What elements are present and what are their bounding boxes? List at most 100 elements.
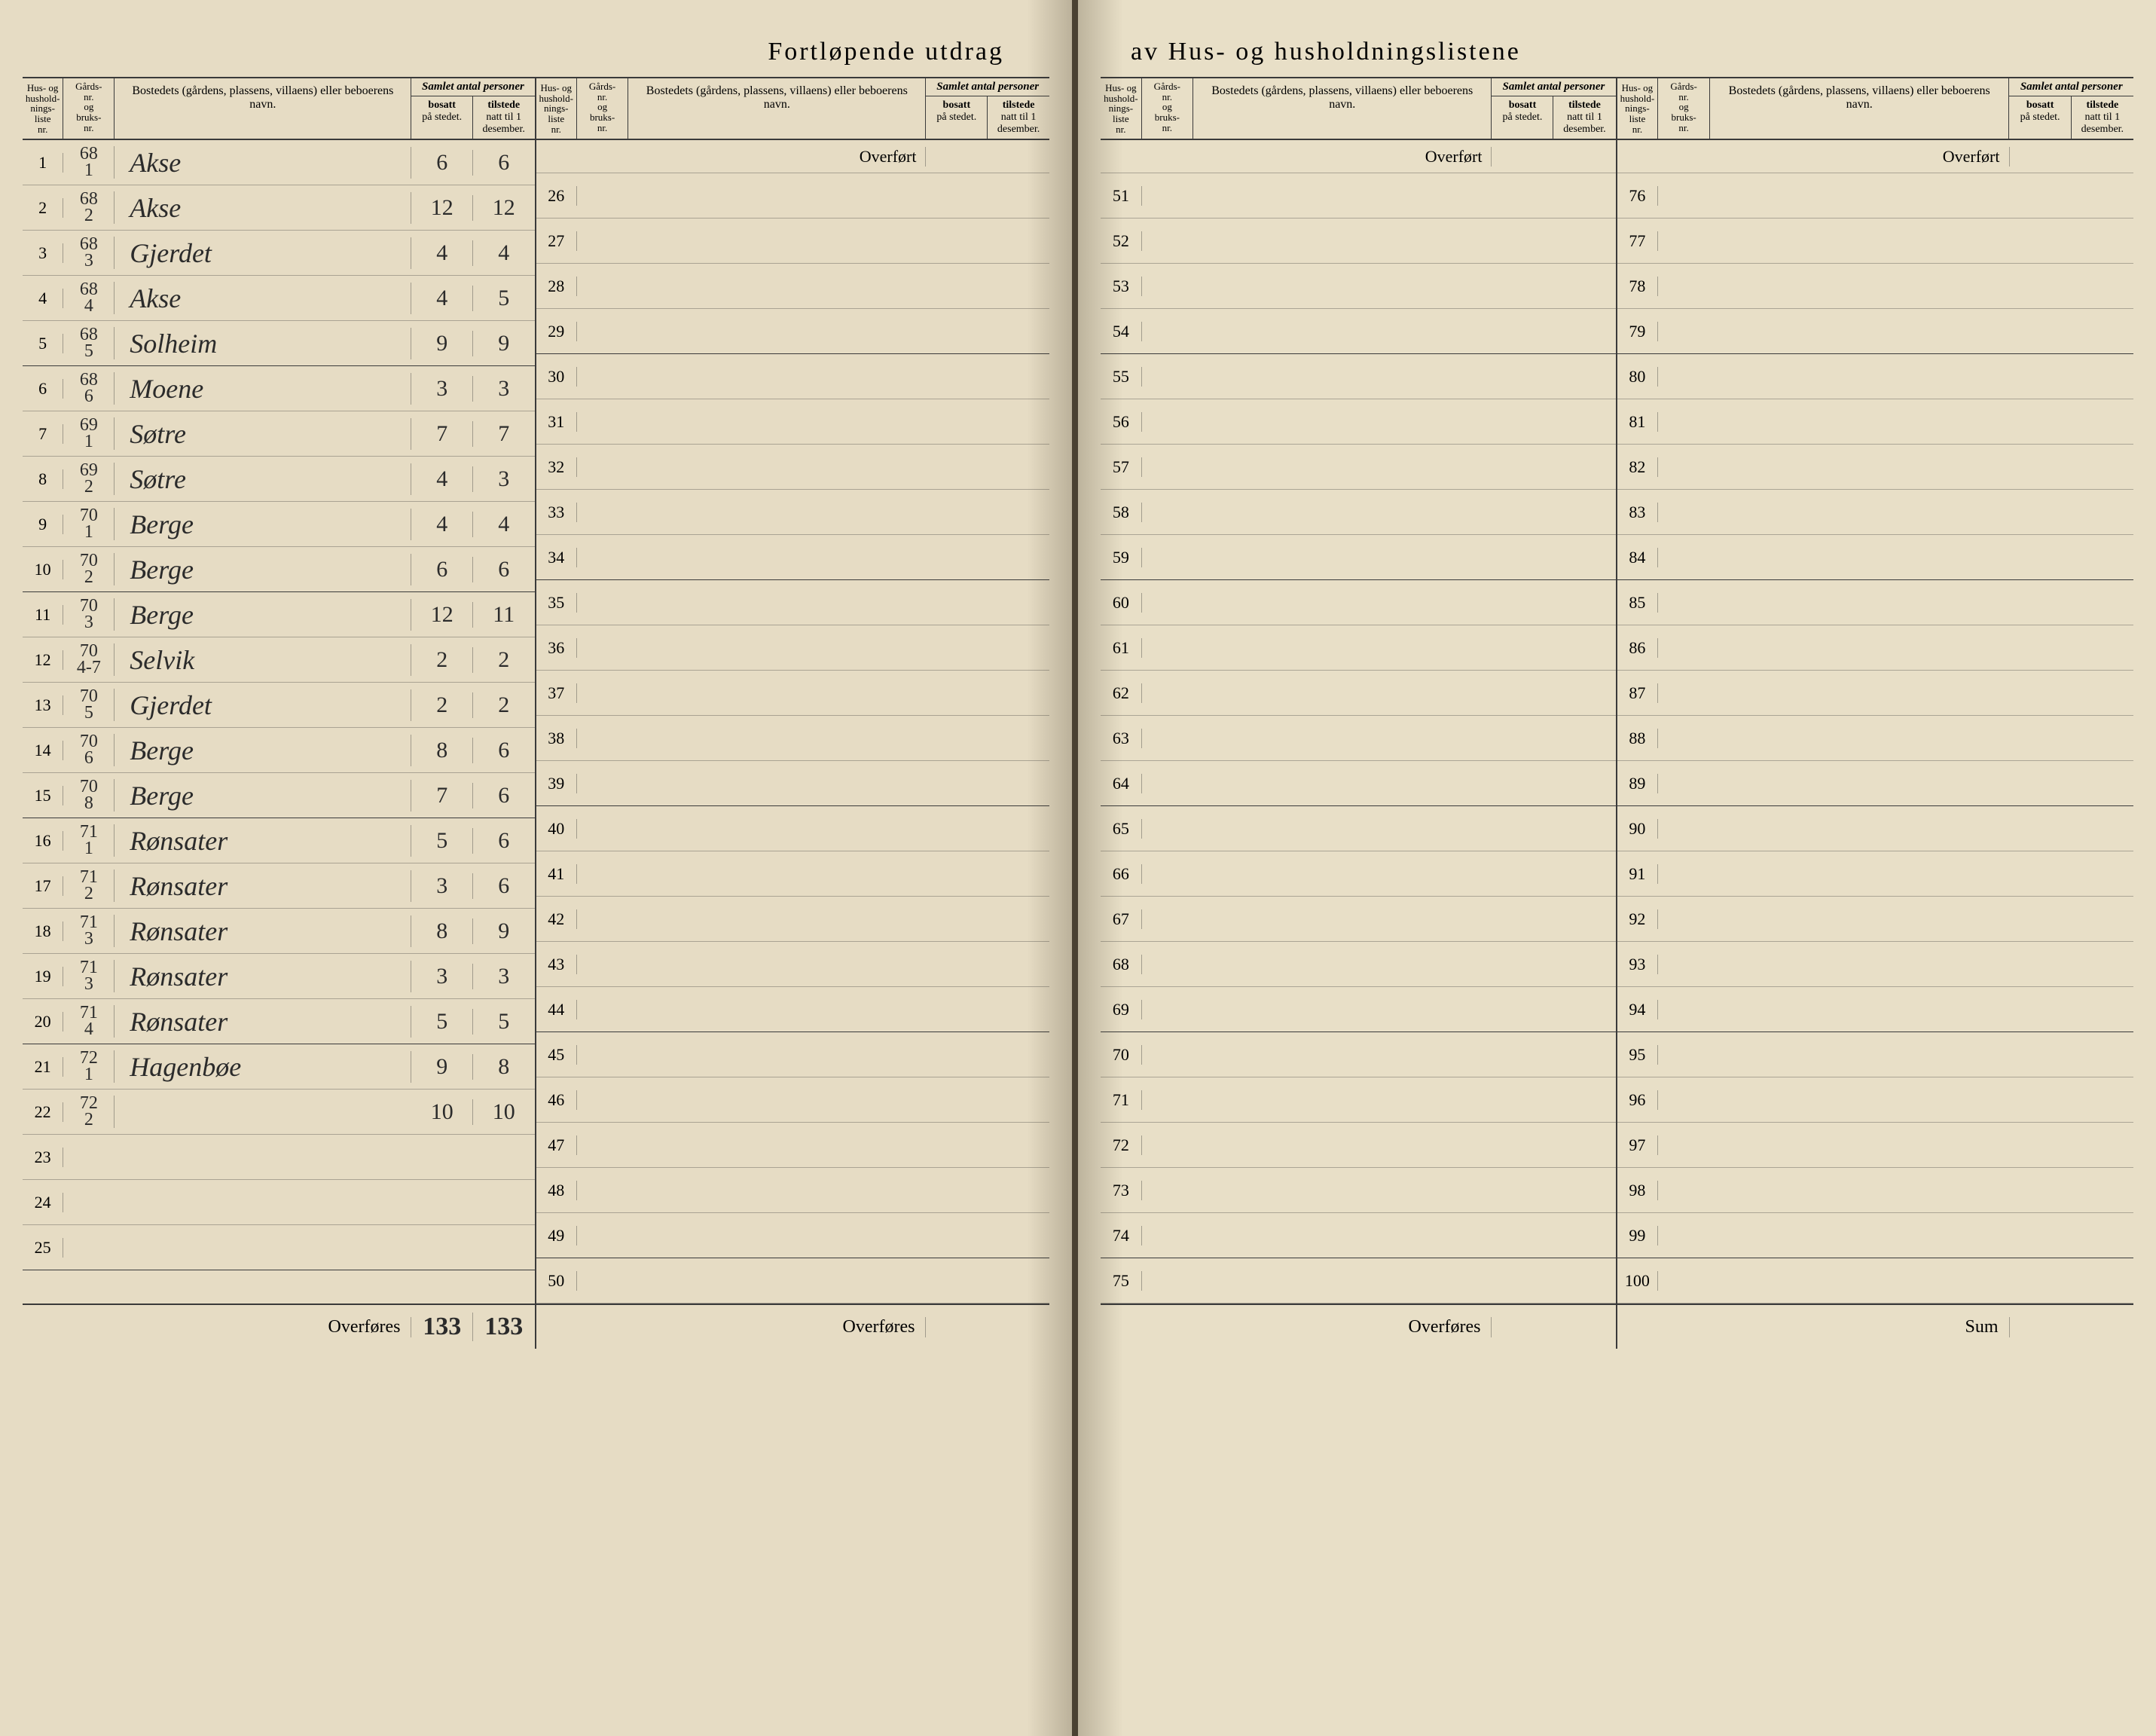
table-row: 75: [1101, 1258, 1616, 1304]
table-row: 41: [536, 851, 1050, 897]
col-header-listenr: Hus- oghushold-nings-listenr.: [1617, 78, 1659, 139]
table-row: 13 705 Gjerdet 2 2: [23, 683, 535, 728]
overfort-label: Overført: [1193, 147, 1492, 167]
page-left: Fortløpende utdrag Hus- oghushold-nings-…: [0, 0, 1078, 1736]
col-header-gardsnr: Gårds-nr.ogbruks-nr.: [1142, 78, 1193, 139]
col-header-samlet-top: Samlet antal personer: [1492, 78, 1615, 96]
cell-tilstede: 9: [473, 918, 535, 944]
table-row: 8 692 Søtre 4 3: [23, 457, 535, 502]
overfort-label: Overført: [1710, 147, 2010, 167]
col-header-bosted: Bostedets (gårdens, plassens, villaens) …: [628, 78, 926, 139]
cell-listenr: 16: [23, 831, 63, 851]
rows-block: 1 681 Akse 6 6 2 682 Akse 12 12 3 683 Gj…: [23, 140, 535, 1304]
table-row: 89: [1617, 761, 2134, 806]
cell-bosted: Rønsater: [115, 915, 411, 947]
cell-tilstede: 3: [473, 964, 535, 989]
cell-listenr: 9: [23, 515, 63, 534]
column-block-4: Hus- oghushold-nings-listenr. Gårds-nr.o…: [1617, 78, 2134, 1349]
cell-gardsnr: 705: [63, 689, 115, 721]
cell-listenr: 37: [536, 683, 578, 703]
table-row: 25: [23, 1225, 535, 1270]
cell-bosatt: 4: [411, 286, 473, 311]
table-row: 33: [536, 490, 1050, 535]
table-row: 55: [1101, 354, 1616, 399]
cell-listenr: 39: [536, 774, 578, 793]
cell-listenr: 50: [536, 1271, 578, 1291]
table-row: 57: [1101, 445, 1616, 490]
table-row: 53: [1101, 264, 1616, 309]
table-row: 68: [1101, 942, 1616, 987]
cell-gardsnr: 713: [63, 915, 115, 947]
cell-tilstede: 3: [473, 466, 535, 492]
overfore-label: Overføres: [628, 1317, 926, 1337]
table-row: 88: [1617, 716, 2134, 761]
cell-bosted: Berge: [115, 599, 411, 631]
cell-listenr: 18: [23, 921, 63, 941]
cell-bosatt: 3: [411, 964, 473, 989]
table-row: 28: [536, 264, 1050, 309]
table-row: 97: [1617, 1123, 2134, 1168]
cell-gardsnr: 686: [63, 372, 115, 405]
table-row: 62: [1101, 671, 1616, 716]
cell-listenr: 5: [23, 334, 63, 353]
table-row: 47: [536, 1123, 1050, 1168]
overfort-row: Overført: [536, 140, 1050, 173]
table-row: 9 701 Berge 4 4: [23, 502, 535, 547]
table-row: 90: [1617, 806, 2134, 851]
table-row: 10 702 Berge 6 6: [23, 547, 535, 592]
cell-bosatt: 8: [411, 738, 473, 763]
table-row: 54: [1101, 309, 1616, 354]
cell-gardsnr: 713: [63, 960, 115, 992]
cell-listenr: 98: [1617, 1181, 1659, 1200]
table-row: 20 714 Rønsater 5 5: [23, 999, 535, 1044]
table-row: 95: [1617, 1032, 2134, 1077]
cell-tilstede: 6: [473, 873, 535, 899]
cell-listenr: 83: [1617, 503, 1659, 522]
overfore-row: Overføres: [536, 1304, 1050, 1349]
cell-gardsnr: 703: [63, 598, 115, 631]
cell-bosatt: 4: [411, 512, 473, 537]
col-header-bosatt: bosattpå stedet.: [2009, 96, 2071, 139]
cell-listenr: 97: [1617, 1135, 1659, 1155]
cell-tilstede: 6: [473, 783, 535, 808]
table-row: 38: [536, 716, 1050, 761]
table-row: 83: [1617, 490, 2134, 535]
table-row: 56: [1101, 399, 1616, 445]
table-row: 60: [1101, 580, 1616, 625]
total-bosatt: 133: [411, 1313, 473, 1341]
table-row: 59: [1101, 535, 1616, 580]
cell-bosted: Søtre: [115, 418, 411, 450]
table-row: 70: [1101, 1032, 1616, 1077]
header-title-left: Fortløpende utdrag: [23, 30, 1049, 77]
col-header-gardsnr: Gårds-nr.ogbruks-nr.: [63, 78, 115, 139]
cell-bosted: Akse: [115, 147, 411, 179]
table-row: 51: [1101, 173, 1616, 219]
overfore-label: Overføres: [1193, 1317, 1492, 1337]
cell-listenr: 88: [1617, 729, 1659, 748]
cell-bosatt: 6: [411, 557, 473, 582]
columns-right: Hus- oghushold-nings-listenr. Gårds-nr.o…: [1101, 77, 2133, 1349]
table-row: 39: [536, 761, 1050, 806]
table-row: 93: [1617, 942, 2134, 987]
cell-bosted: Akse: [115, 283, 411, 314]
cell-listenr: 15: [23, 786, 63, 805]
table-row: 92: [1617, 897, 2134, 942]
table-row: 81: [1617, 399, 2134, 445]
cell-gardsnr: 683: [63, 237, 115, 269]
cell-listenr: 10: [23, 560, 63, 579]
cell-listenr: 44: [536, 1000, 578, 1019]
table-row: 40: [536, 806, 1050, 851]
table-row: 74: [1101, 1213, 1616, 1258]
table-row: 67: [1101, 897, 1616, 942]
cell-tilstede: 12: [473, 195, 535, 221]
cell-bosted: Gjerdet: [115, 237, 411, 269]
table-row: 78: [1617, 264, 2134, 309]
cell-listenr: 96: [1617, 1090, 1659, 1110]
cell-listenr: 77: [1617, 231, 1659, 251]
cell-tilstede: 8: [473, 1054, 535, 1080]
cell-bosted: Solheim: [115, 328, 411, 359]
cell-listenr: 6: [23, 379, 63, 399]
cell-listenr: 12: [23, 650, 63, 670]
table-row: 32: [536, 445, 1050, 490]
cell-listenr: 13: [23, 695, 63, 715]
